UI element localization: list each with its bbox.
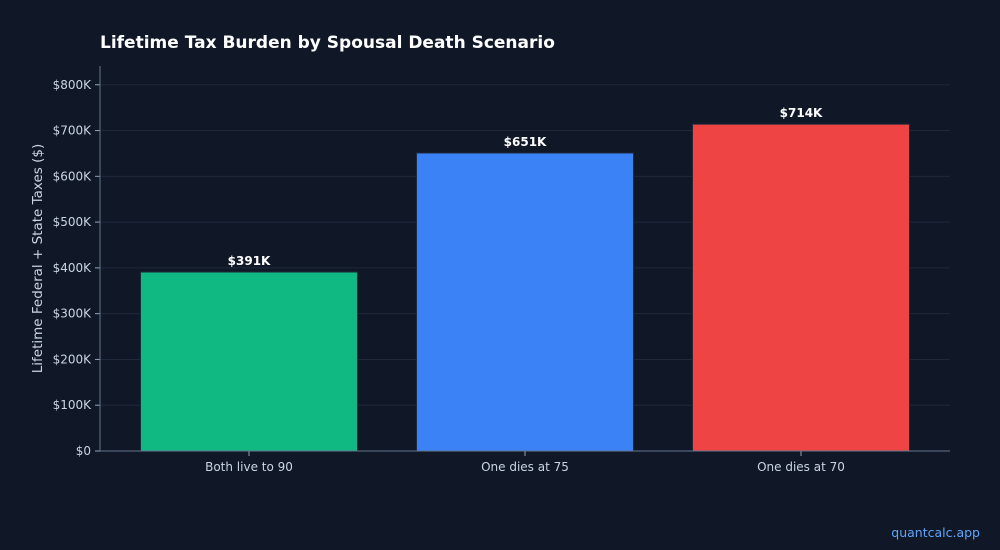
y-tick-label: $200K bbox=[53, 352, 93, 366]
bar bbox=[692, 123, 910, 452]
y-tick-label: $100K bbox=[53, 398, 93, 412]
y-tick-label: $500K bbox=[53, 215, 93, 229]
y-axis-label: Lifetime Federal + State Taxes ($) bbox=[30, 144, 46, 373]
data-label: $651K bbox=[504, 135, 547, 149]
watermark[interactable]: quantcalc.app bbox=[891, 525, 980, 540]
x-tick-label: One dies at 70 bbox=[757, 460, 845, 474]
y-tick-label: $600K bbox=[53, 169, 93, 183]
y-tick-label: $700K bbox=[53, 124, 93, 138]
x-tick-label: One dies at 75 bbox=[481, 460, 569, 474]
bar bbox=[140, 271, 358, 452]
data-label: $391K bbox=[228, 254, 271, 268]
x-tick-label: Both live to 90 bbox=[205, 460, 293, 474]
data-label: $714K bbox=[780, 106, 823, 120]
chart-title: Lifetime Tax Burden by Spousal Death Sce… bbox=[100, 33, 555, 53]
y-tick-label: $300K bbox=[53, 307, 93, 321]
y-tick-label: $0 bbox=[76, 444, 91, 458]
y-tick-label: $400K bbox=[53, 261, 93, 275]
bar bbox=[416, 152, 634, 452]
y-tick-label: $800K bbox=[53, 78, 93, 92]
